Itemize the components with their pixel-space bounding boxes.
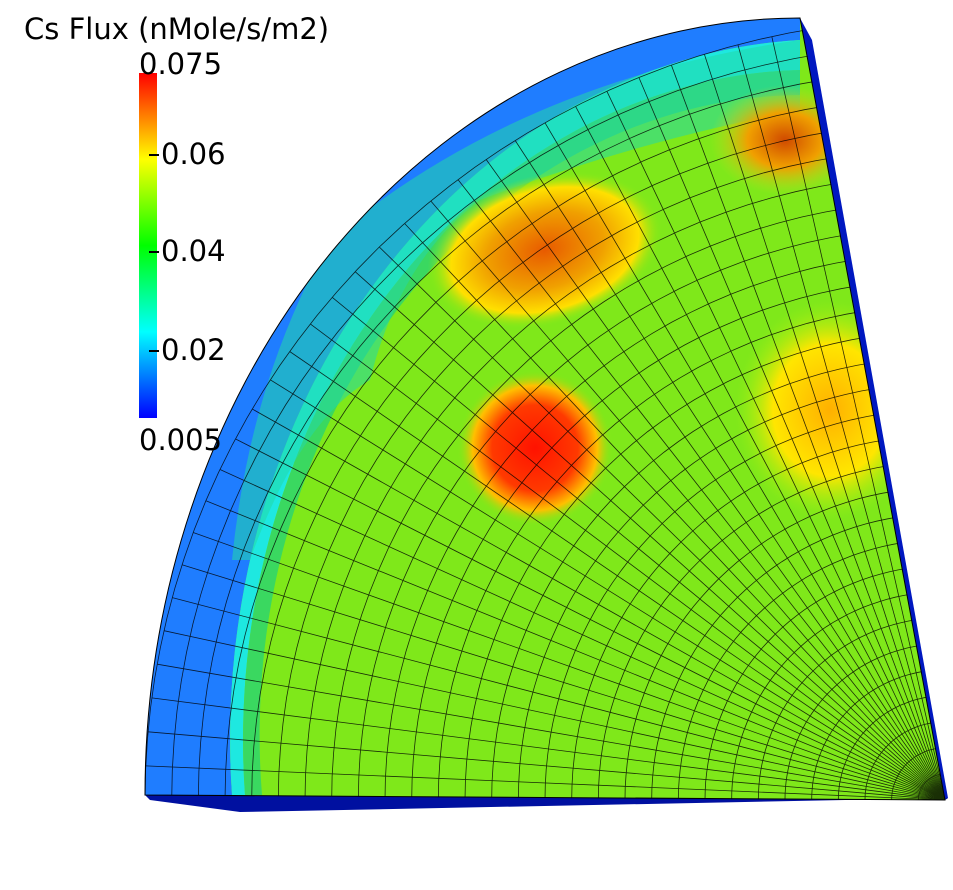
colorbar-tick	[149, 350, 159, 352]
mesh-radial-line	[157, 663, 945, 800]
mesh-radial-line	[514, 140, 945, 800]
mesh-radial-line	[181, 564, 945, 800]
mesh-radial-line	[704, 54, 945, 800]
mesh-radial-line	[457, 179, 945, 800]
outer-band-top	[232, 40, 800, 560]
colorbar-max-label: 0.075	[139, 47, 223, 81]
hotspot-upper	[427, 171, 663, 329]
hotspot-central	[457, 370, 613, 526]
mesh-radial-line	[310, 323, 945, 800]
colorbar-tick	[149, 251, 159, 253]
mesh-radial-line	[289, 351, 945, 800]
mesh-radial-line	[737, 44, 945, 800]
mesh-radial-line	[606, 91, 945, 800]
legend-title: Cs Flux (nMole/s/m2)	[24, 12, 330, 46]
colorbar-tick-label: 0.02	[161, 333, 226, 367]
mesh-radial-line	[354, 271, 945, 800]
mesh-outline	[144, 17, 946, 801]
mesh-radial-line	[145, 765, 945, 800]
mesh-radial-line	[219, 469, 945, 800]
colorbar-tick-label: 0.06	[161, 137, 226, 171]
mesh-radial-line	[205, 500, 945, 800]
mesh-radial-line	[252, 408, 945, 800]
mesh-radial-line	[172, 597, 945, 800]
colorbar	[139, 73, 157, 418]
mesh-radial-line	[151, 697, 945, 800]
mesh-radial-line	[163, 630, 945, 800]
mesh-side-face-right	[800, 18, 948, 800]
mesh-radial-line	[379, 246, 945, 800]
hotspot-right	[735, 300, 925, 520]
mesh-radial-line	[485, 159, 945, 800]
mesh-radial-line	[771, 36, 945, 800]
mesh-radial-line	[270, 379, 945, 800]
hotspot-top-right	[710, 85, 860, 195]
mesh-radial-line	[671, 65, 945, 800]
mesh-radial-line	[147, 731, 945, 800]
mesh-radial-line	[638, 77, 945, 800]
mesh-grid	[145, 18, 945, 800]
mesh-radial-line	[575, 106, 945, 800]
mesh-radial-line	[430, 200, 945, 800]
mesh-radial-line	[235, 438, 945, 800]
mesh-radial-line	[331, 296, 945, 800]
colorbar-min-label: 0.005	[139, 423, 223, 457]
colorbar-tick	[149, 154, 159, 156]
colorbar-tick-label: 0.04	[161, 234, 226, 268]
mesh-radial-line	[404, 223, 945, 800]
mesh-radial-line	[193, 532, 945, 800]
mesh-radial-line	[544, 122, 945, 800]
